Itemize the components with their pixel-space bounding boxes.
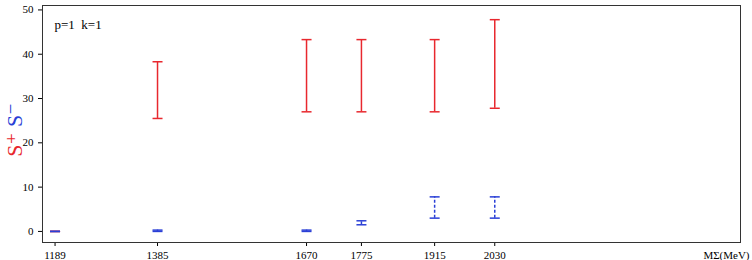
svg-text:20: 20 (23, 136, 35, 148)
svg-text:1775: 1775 (350, 249, 373, 260)
svg-text:1385: 1385 (147, 249, 170, 260)
svg-text:2030: 2030 (484, 249, 507, 260)
svg-text:MΣ(MeV): MΣ(MeV) (703, 249, 749, 260)
svg-text:1915: 1915 (424, 249, 447, 260)
svg-text:40: 40 (23, 48, 35, 60)
svg-text:30: 30 (23, 92, 35, 104)
svg-text:0: 0 (28, 225, 34, 237)
svg-text:10: 10 (23, 181, 35, 193)
svg-text:1670: 1670 (296, 249, 319, 260)
svg-text:50: 50 (23, 3, 35, 15)
svg-text:p=1 k=1: p=1 k=1 (55, 17, 102, 32)
svg-text:1189: 1189 (44, 249, 66, 260)
